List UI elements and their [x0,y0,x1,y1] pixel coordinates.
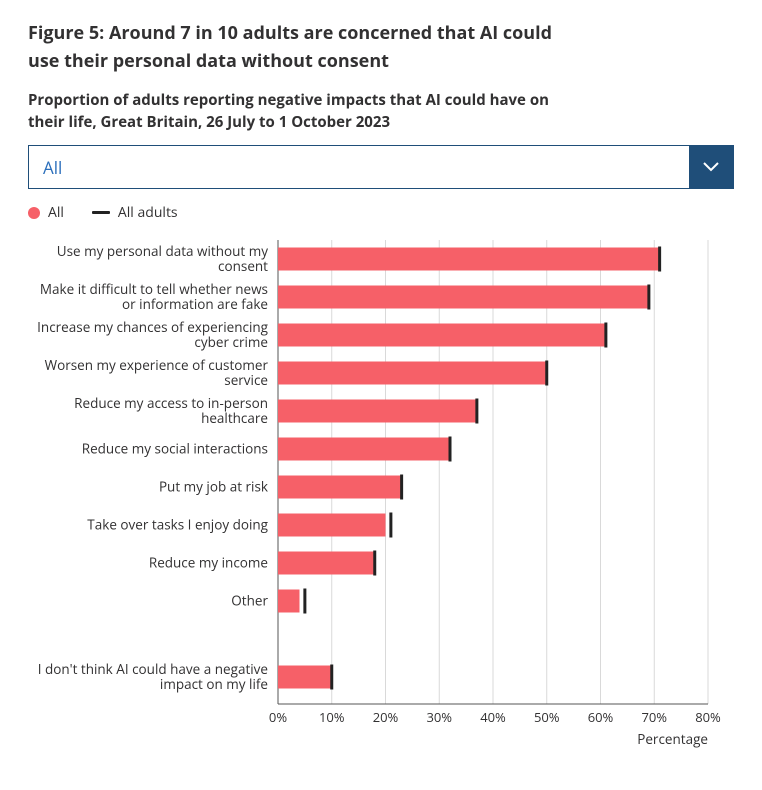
svg-text:40%: 40% [480,708,506,726]
svg-text:50%: 50% [534,708,560,726]
bar-label: Reduce my social interactions [82,440,268,458]
bar-label: service [224,371,268,389]
bar-chart: 0%10%20%30%40%50%60%70%80%Use my persona… [28,240,734,754]
bar [278,438,450,461]
bar [278,324,606,347]
marker [545,361,548,386]
chevron-down-icon [689,146,733,188]
marker [303,589,306,614]
bar-label: Take over tasks I enjoy doing [87,516,268,534]
figure-subtitle: Proportion of adults reporting negative … [28,90,588,134]
legend-swatch-dot [28,207,40,219]
marker [330,665,333,690]
svg-text:60%: 60% [588,708,614,726]
figure-title: Figure 5: Around 7 in 10 adults are conc… [28,20,588,76]
marker [373,551,376,576]
bar [278,400,477,423]
svg-text:80%: 80% [695,708,721,726]
bar [278,362,547,385]
bar-label: consent [218,257,268,275]
svg-text:30%: 30% [426,708,452,726]
legend-swatch-line [92,211,110,214]
marker [449,437,452,462]
bar [278,552,375,575]
bar [278,286,649,309]
marker [647,285,650,310]
filter-dropdown[interactable]: All [28,145,734,189]
marker [658,247,661,272]
bar [278,514,386,537]
svg-text:0%: 0% [269,708,287,726]
chart-svg: 0%10%20%30%40%50%60%70%80%Use my persona… [28,240,738,754]
bar [278,590,300,613]
bar-label: cyber crime [194,333,268,351]
chart-legend: All All adults [28,203,734,222]
marker [389,513,392,538]
filter-dropdown-label: All [29,146,689,188]
marker [475,399,478,424]
legend-label: All adults [118,203,178,222]
legend-item-all: All [28,203,64,222]
legend-item-all-adults: All adults [92,203,178,222]
x-axis-title: Percentage [637,730,708,748]
marker [604,323,607,348]
svg-text:20%: 20% [373,708,399,726]
bar [278,476,402,499]
bar-label: impact on my life [160,675,268,693]
bar-label: healthcare [201,409,268,427]
legend-label: All [48,203,64,222]
bar-label: Other [231,592,268,610]
bar-label: Put my job at risk [159,478,268,496]
marker [400,475,403,500]
svg-text:70%: 70% [641,708,667,726]
bar-label: or information are fake [122,295,268,313]
bar-label: Reduce my income [149,554,268,572]
bar [278,248,660,271]
bar [278,666,332,689]
svg-text:10%: 10% [319,708,345,726]
